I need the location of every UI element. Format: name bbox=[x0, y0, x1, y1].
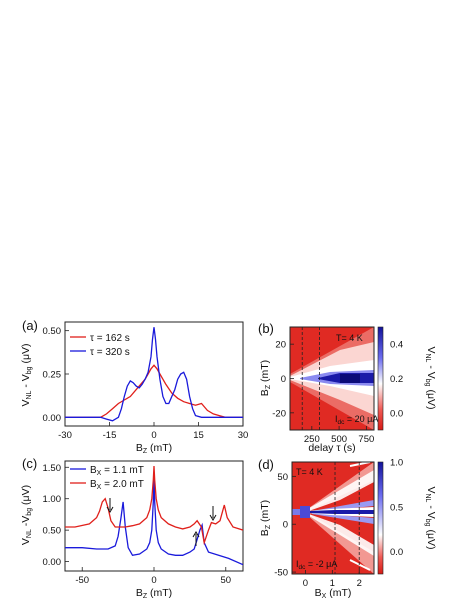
panel-d-frame bbox=[291, 461, 375, 575]
panel-c: (c) -50 0 50 0.00 0.50 1.00 1.50 BX = 1.1 mT … bbox=[20, 456, 244, 599]
panel-b: (b) 250 500 750 200-20 T= 4 K Idc = 20 μA … bbox=[258, 321, 437, 454]
panel-b-yticks: 20 0 -20 bbox=[272, 340, 294, 419]
x-tick-label: 750 bbox=[358, 434, 374, 445]
y-tick-label: 0 bbox=[283, 520, 288, 531]
x-tick-label: 1 bbox=[330, 578, 335, 589]
panel-b-colorbar-label: VNL - Vbg (μV) bbox=[424, 346, 437, 409]
legend-label-tau-320: τ = 320 s bbox=[90, 347, 130, 358]
y-tick-label: 0.25 bbox=[43, 370, 62, 381]
arrow-down-icon bbox=[106, 498, 114, 513]
y-tick-label: 50 bbox=[277, 472, 288, 483]
panel-c-yticks: 0.00 0.50 1.00 1.50 bbox=[43, 463, 69, 568]
colorbar-tick-label: 0.4 bbox=[390, 340, 403, 351]
x-tick-label: 30 bbox=[238, 430, 249, 441]
y-tick-label: 1.50 bbox=[43, 463, 62, 474]
panel-b-colorbar bbox=[377, 326, 384, 431]
panel-c-legend: BX = 1.1 mT BX = 2.0 mT bbox=[70, 465, 144, 491]
panel-b-annotation-current: Idc = 20 μA bbox=[335, 414, 378, 426]
panel-c-label: (c) bbox=[22, 456, 37, 471]
panel-a: (a) -30 -15 0 15 30 0.00 0.25 0.50 τ = 162 s τ… bbox=[20, 318, 248, 455]
panel-a-xlabel: BZ (mT) bbox=[136, 442, 172, 455]
x-tick-label: 0 bbox=[303, 578, 308, 589]
panel-d-label: (d) bbox=[258, 457, 274, 472]
panel-d-xlabel: BX (mT) bbox=[315, 587, 352, 599]
panel-b-annotation-temp: T= 4 K bbox=[336, 333, 363, 343]
colorbar-tick-label: 0.0 bbox=[390, 408, 403, 419]
panel-b-xticks: 250 500 750 bbox=[304, 426, 374, 445]
y-tick-label: 20 bbox=[275, 340, 286, 351]
panel-b-ylabel: BZ (mT) bbox=[259, 360, 272, 396]
x-tick-label: 250 bbox=[304, 434, 320, 445]
panel-c-series-bx-2-0 bbox=[65, 465, 243, 546]
x-tick-label: 0 bbox=[151, 575, 156, 586]
panel-b-heatmap bbox=[290, 327, 374, 430]
panel-c-xlabel: BZ (mT) bbox=[136, 587, 172, 599]
panel-a-legend: τ = 162 s τ = 320 s bbox=[70, 333, 130, 358]
y-tick-label: 0.00 bbox=[43, 413, 62, 424]
legend-label-bx-1-1: BX = 1.1 mT bbox=[90, 465, 144, 477]
y-tick-label: -50 bbox=[274, 568, 288, 579]
legend-label-tau-162: τ = 162 s bbox=[90, 333, 130, 344]
colorbar-tick-label: 1.0 bbox=[390, 458, 403, 469]
x-tick-label: -15 bbox=[103, 430, 117, 441]
y-tick-label: 1.00 bbox=[43, 494, 62, 505]
panel-d-xticks: 0 1 2 bbox=[303, 570, 362, 589]
panel-b-dashed-lines bbox=[301, 327, 320, 430]
panel-d-ylabel: BZ (mT) bbox=[259, 500, 272, 536]
x-tick-label: 500 bbox=[331, 434, 347, 445]
x-tick-label: -50 bbox=[75, 575, 89, 586]
panel-b-colorbar-ticks: 0.4 0.2 0.0 bbox=[390, 340, 403, 420]
panel-c-xticks: -50 0 50 bbox=[75, 567, 231, 586]
colorbar-tick-label: 0.0 bbox=[390, 547, 403, 558]
colorbar-tick-label: 0.5 bbox=[390, 502, 403, 513]
arrow-up-icon bbox=[192, 531, 200, 546]
panel-a-xticks: -30 -15 0 15 30 bbox=[58, 422, 248, 441]
legend-label-bx-2-0: BX = 2.0 mT bbox=[90, 479, 144, 491]
x-tick-label: 50 bbox=[220, 575, 231, 586]
panel-a-ylabel: VNL - Vbg (μV) bbox=[20, 343, 33, 406]
panel-d-colorbar-label: VNL - Vbg (μV) bbox=[424, 486, 437, 549]
panel-d-dashed-lines bbox=[334, 462, 360, 574]
arrow-down-icon bbox=[209, 506, 217, 521]
panel-d-colorbar bbox=[377, 461, 384, 575]
panel-d-annotation-temp: T= 4 K bbox=[296, 467, 323, 477]
y-tick-label: 0.00 bbox=[43, 557, 62, 568]
panel-c-ylabel: VNL -Vbg (μV) bbox=[20, 485, 33, 545]
panel-a-label: (a) bbox=[22, 318, 38, 333]
panel-d-heatmap bbox=[292, 462, 374, 574]
x-tick-label: 15 bbox=[193, 430, 204, 441]
x-tick-label: 0 bbox=[151, 430, 156, 441]
panel-b-xlabel: delay τ (s) bbox=[308, 442, 355, 454]
panel-a-series-tau-320 bbox=[65, 327, 243, 422]
y-tick-label: 0 bbox=[281, 374, 286, 385]
panel-d-yticks: 50 0 -50 bbox=[274, 472, 296, 579]
y-tick-label: -20 bbox=[272, 408, 286, 419]
panel-c-arrows bbox=[106, 498, 217, 546]
panel-a-series-tau-162 bbox=[65, 364, 243, 418]
colorbar-tick-label: 0.2 bbox=[390, 374, 403, 385]
panel-d: (d) 0 1 2 50 0 -50 T= 4 K Idc = -2 μA BZ (mT… bbox=[258, 457, 437, 599]
x-tick-label: -30 bbox=[58, 430, 72, 441]
panel-d-annotation-current: Idc = -2 μA bbox=[296, 559, 337, 571]
panel-b-label: (b) bbox=[258, 321, 274, 336]
panel-d-colorbar-ticks: 1.0 0.5 0.0 bbox=[390, 458, 403, 559]
y-tick-label: 0.50 bbox=[43, 526, 62, 537]
y-tick-label: 0.50 bbox=[43, 326, 62, 337]
x-tick-label: 2 bbox=[357, 578, 362, 589]
